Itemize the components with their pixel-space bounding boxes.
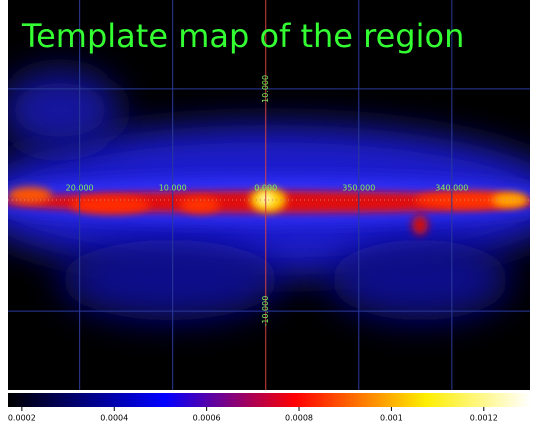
y-tick-label: -10.000 bbox=[261, 296, 270, 327]
x-tick-label: 20.000 bbox=[66, 184, 94, 193]
y-tick-label: 10.000 bbox=[261, 75, 270, 103]
x-tick-label: 10.000 bbox=[159, 184, 187, 193]
colorbar-tick-label: 0.0004 bbox=[100, 414, 128, 423]
colorbar-tick-label: 0.001 bbox=[380, 414, 403, 423]
colorbar-tick-label: 0.0006 bbox=[193, 414, 221, 423]
sky-map bbox=[0, 0, 543, 390]
colorbar-tick-label: 0.0012 bbox=[470, 414, 498, 423]
x-tick-label: 350.000 bbox=[342, 184, 375, 193]
x-tick-label: 340.000 bbox=[435, 184, 468, 193]
chart: Template map of the region 20.000 10.000 0… bbox=[0, 0, 543, 426]
x-tick-label: 0.000 bbox=[254, 184, 277, 193]
colorbar-tick-label: 0.0002 bbox=[8, 414, 36, 423]
chart-title: Template map of the region bbox=[21, 17, 464, 55]
colorbar bbox=[8, 393, 530, 407]
colorbar-tick-label: 0.0008 bbox=[285, 414, 313, 423]
